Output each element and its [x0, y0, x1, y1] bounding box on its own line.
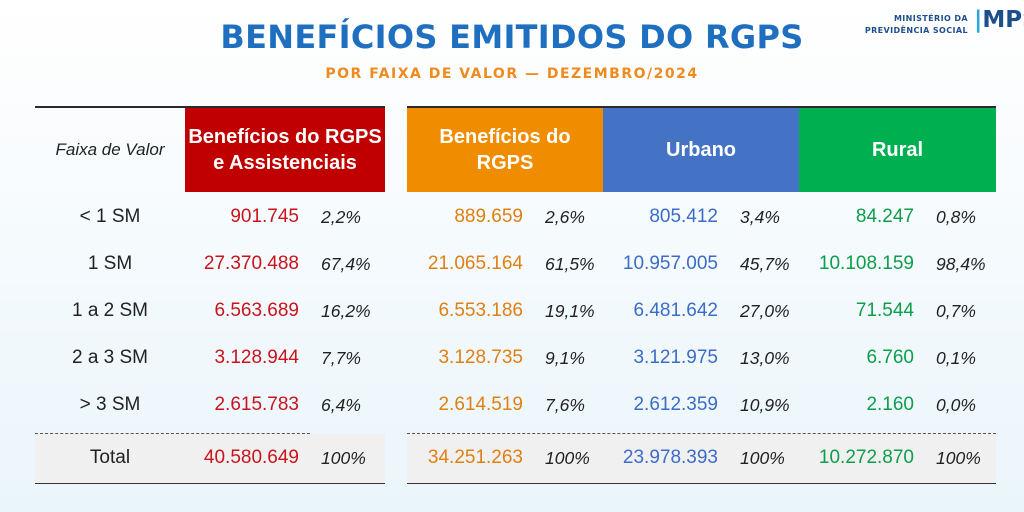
logo-mark-text: MPS	[982, 7, 1024, 33]
header-faixa: Faixa de Valor	[35, 108, 185, 192]
cell-urbano-pct-3-sm: 10,9%	[740, 395, 790, 415]
cell-rgps-pct-1-a-2-sm: 19,1%	[545, 301, 595, 321]
row-label-total: Total	[89, 447, 131, 468]
row-label-1-sm: < 1 SM	[79, 206, 141, 227]
table-left-panel: Faixa de Valor Benefícios do RGPS e Assi…	[35, 106, 385, 484]
cell-total-pct-2-a-3-sm: 7,7%	[321, 348, 361, 368]
cell-rural-pct-1-sm: 98,4%	[936, 254, 986, 274]
cell-total-pct-1-sm: 2,2%	[321, 207, 361, 227]
logo-mark: |MPS	[974, 7, 1024, 33]
row-label-1-sm: 1 SM	[87, 253, 133, 274]
header-rural: Rural	[799, 108, 996, 192]
cell-urbano-pct-total: 100%	[740, 448, 785, 468]
cell-urbano-2-a-3-sm: 3.121.975	[633, 347, 718, 368]
cell-rural-1-sm: 84.247	[855, 206, 914, 227]
right-total-row-bg	[407, 434, 996, 483]
cell-urbano-1-sm: 805.412	[649, 206, 718, 227]
cell-urbano-pct-2-a-3-sm: 13,0%	[740, 348, 790, 368]
cell-total-2-a-3-sm: 3.128.944	[214, 347, 299, 368]
cell-total-1-sm: 27.370.488	[203, 253, 299, 274]
cell-rgps-1-sm: 21.065.164	[427, 253, 523, 274]
cell-urbano-total: 23.978.393	[622, 447, 718, 468]
cell-rural-3-sm: 2.160	[866, 394, 914, 415]
cell-total-total: 40.580.649	[203, 447, 299, 468]
cell-total-1-a-2-sm: 6.563.689	[214, 300, 299, 321]
cell-rgps-total: 34.251.263	[427, 447, 523, 468]
cell-rural-1-a-2-sm: 71.544	[855, 300, 914, 321]
table-right-panel: Benefícios do RGPS Urbano Rural 889.659 2…	[407, 106, 996, 484]
logo-line-1: MINISTÉRIO DA	[893, 14, 968, 23]
left-total-divider	[35, 433, 310, 434]
cell-rgps-pct-total: 100%	[545, 448, 590, 468]
header-rgps-line-2: RGPS	[476, 152, 534, 174]
cell-rural-pct-1-sm: 0,8%	[936, 207, 976, 227]
right-top-rule	[407, 106, 996, 108]
cell-total-pct-3-sm: 6,4%	[321, 395, 361, 415]
cell-rural-pct-3-sm: 0,0%	[936, 395, 976, 415]
header-total-line-1: Benefícios do RGPS	[188, 126, 382, 148]
cell-rural-pct-total: 100%	[936, 448, 981, 468]
cell-rural-2-a-3-sm: 6.760	[866, 347, 914, 368]
right-total-divider	[407, 433, 996, 434]
cell-rgps-pct-2-a-3-sm: 9,1%	[545, 348, 585, 368]
cell-rural-1-sm: 10.108.159	[818, 253, 914, 274]
page-title: BENEFÍCIOS EMITIDOS DO RGPS	[220, 18, 804, 56]
cell-urbano-pct-1-a-2-sm: 27,0%	[740, 301, 790, 321]
right-bottom-rule	[407, 483, 996, 484]
row-label-1-a-2-sm: 1 a 2 SM	[71, 300, 149, 321]
page-subtitle: POR FAIXA DE VALOR — DEZEMBRO/2024	[325, 66, 699, 82]
header-faixa-label: Faixa de Valor	[55, 140, 165, 159]
cell-rural-total: 10.272.870	[818, 447, 914, 468]
left-bottom-rule	[35, 483, 385, 484]
cell-rgps-2-a-3-sm: 3.128.735	[438, 347, 523, 368]
cell-total-pct-1-sm: 67,4%	[321, 254, 371, 274]
cell-rgps-1-sm: 889.659	[454, 206, 523, 227]
header-total-line-2: e Assistenciais	[213, 152, 357, 174]
header-rural-label: Rural	[871, 139, 924, 161]
left-top-rule	[35, 106, 385, 108]
cell-urbano-pct-1-sm: 45,7%	[740, 254, 790, 274]
cell-total-1-sm: 901.745	[230, 206, 299, 227]
cell-rgps-pct-3-sm: 7,6%	[545, 395, 585, 415]
header-rgps-line-1: Benefícios do	[439, 126, 571, 148]
cell-urbano-pct-1-sm: 3,4%	[740, 207, 780, 227]
header-beneficios-rgps-assistenciais: Benefícios do RGPS e Assistenciais	[185, 108, 385, 192]
header-beneficios-rgps: Benefícios do RGPS	[407, 108, 603, 192]
ministry-logo: MINISTÉRIO DA PREVIDÊNCIA SOCIAL |MPS	[862, 7, 1024, 41]
logo-line-2: PREVIDÊNCIA SOCIAL	[864, 26, 968, 35]
left-total-row-bg	[35, 434, 385, 483]
cell-rgps-pct-1-sm: 61,5%	[545, 254, 595, 274]
cell-total-pct-1-a-2-sm: 16,2%	[321, 301, 371, 321]
cell-rural-pct-1-a-2-sm: 0,7%	[936, 301, 976, 321]
row-label-3-sm: > 3 SM	[79, 394, 141, 415]
header-urbano: Urbano	[603, 108, 799, 192]
row-label-2-a-3-sm: 2 a 3 SM	[71, 347, 149, 368]
cell-total-3-sm: 2.615.783	[214, 394, 299, 415]
cell-rgps-pct-1-sm: 2,6%	[545, 207, 585, 227]
logo-text: MINISTÉRIO DA PREVIDÊNCIA SOCIAL	[862, 13, 968, 37]
cell-urbano-3-sm: 2.612.359	[633, 394, 718, 415]
cell-urbano-1-sm: 10.957.005	[622, 253, 718, 274]
cell-urbano-1-a-2-sm: 6.481.642	[633, 300, 718, 321]
cell-total-pct-total: 100%	[321, 448, 366, 468]
header-urbano-label: Urbano	[666, 139, 736, 161]
cell-rgps-1-a-2-sm: 6.553.186	[438, 300, 523, 321]
cell-rural-pct-2-a-3-sm: 0,1%	[936, 348, 976, 368]
cell-rgps-3-sm: 2.614.519	[438, 394, 523, 415]
